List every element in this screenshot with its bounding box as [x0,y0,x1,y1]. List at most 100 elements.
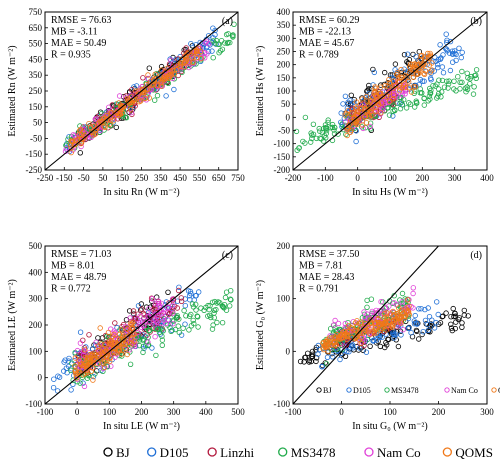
point-bj [427,329,433,335]
point-qoms [398,66,404,73]
point-qoms [399,314,405,320]
point-ms3478 [176,316,182,322]
point-d105 [188,41,194,47]
x-tick-label: -250 [37,173,54,183]
y-tick-label: 100 [277,294,291,304]
point-nam-co [81,383,88,390]
point-qoms [118,351,125,357]
point-d105 [167,56,173,62]
point-d105 [428,68,434,74]
point-d105 [80,380,86,386]
point-d105 [133,83,140,89]
point-qoms [90,377,96,383]
point-ms3478 [186,313,193,319]
point-d105 [452,48,458,54]
point-ms3478 [193,307,199,313]
point-nam-co [63,145,69,152]
point-d105 [433,319,439,326]
point-qoms [340,334,347,341]
point-qoms [77,126,84,133]
y-tick-label: 750 [29,7,43,17]
point-nam-co [92,116,99,122]
point-qoms [142,95,148,102]
legend-entry: D105 [160,445,189,460]
point-ms3478 [207,303,213,309]
panel-label: (d) [470,250,482,261]
point-ms3478 [189,301,196,307]
point-ms3478 [430,82,436,89]
point-nam-co [170,321,176,327]
point-ms3478 [407,101,414,107]
point-bj [416,49,422,55]
point-linzhi [178,295,184,301]
point-d105 [213,41,219,47]
panel-legend: BJ D105 MS3478 Nam Co QOMS [316,386,500,395]
point-qoms [381,315,388,321]
point-qoms [163,75,169,81]
point-qoms [83,363,90,370]
x-tick-label: -100 [317,173,334,183]
x-tick-label: 550 [193,173,207,183]
point-nam-co [370,313,376,320]
point-bj [385,336,392,343]
point-d105 [212,32,218,38]
panel-d: -100 0 100 200 300 -100 0 100 200 In situ G₀ (W m… [255,241,500,432]
point-d105 [390,330,396,336]
point-ms3478 [186,327,192,333]
point-ms3478 [414,100,420,106]
point-nam-co [168,57,174,63]
point-d105 [425,327,431,334]
point-bj [309,348,316,355]
point-bj [440,313,446,319]
point-nam-co [386,99,392,106]
one-to-one-line [44,245,239,405]
point-qoms [402,81,408,87]
legend-marker [103,447,113,457]
point-qoms [160,75,167,81]
x-tick-label: -150 [56,173,73,183]
point-nam-co [177,66,183,73]
point-nam-co [101,342,107,348]
point-d105 [429,317,435,323]
point-ms3478 [175,323,181,329]
legend-marker [444,387,450,393]
legend-entry: Nam Co [451,386,478,395]
stat-text: MB = -3.11 [51,27,98,38]
point-nam-co [128,109,135,116]
point-ms3478 [222,294,229,301]
point-ms3478 [308,139,314,145]
point-d105 [207,42,213,48]
panel-a: -250 -150 -50 50 150 250 350 450 550 650 750-250-1… [7,7,245,198]
stat-text: MAE = 50.49 [51,38,106,49]
point-qoms [145,86,151,93]
point-qoms [406,312,412,318]
point-ms3478 [194,314,201,320]
point-ms3478 [319,129,326,136]
y-tick-label: 0 [286,346,291,356]
point-ms3478 [227,39,233,46]
point-linzhi [170,297,176,303]
point-d105 [434,61,441,68]
point-qoms [132,96,138,103]
x-tick-label: 750 [231,173,245,183]
point-ms3478 [221,40,228,46]
point-d105 [149,345,155,351]
point-ms3478 [427,90,434,96]
point-qoms [81,362,87,369]
point-d105 [425,305,431,311]
point-ms3478 [168,328,174,334]
point-d105 [435,311,441,318]
point-qoms [166,75,172,81]
y-tick-label: 0 [38,373,43,383]
point-ms3478 [176,329,182,336]
point-qoms [379,320,385,326]
point-ms3478 [223,307,230,313]
point-ms3478 [210,55,216,61]
point-d105 [350,345,356,351]
point-qoms [376,101,382,108]
point-qoms [131,331,137,337]
point-ms3478 [151,97,158,103]
point-qoms [356,337,363,343]
point-ms3478 [390,102,396,109]
point-nam-co [378,299,384,305]
